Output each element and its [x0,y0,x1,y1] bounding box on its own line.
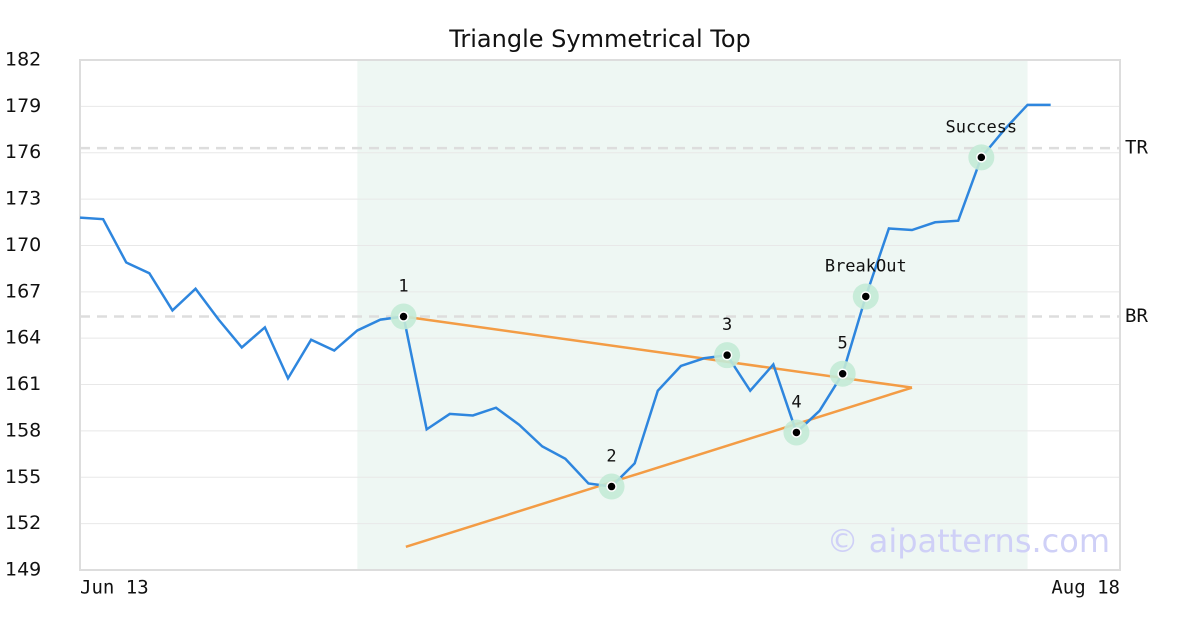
y-tick-label: 152 [5,512,41,534]
y-tick-label: 176 [5,141,41,163]
y-tick-label: 182 [5,49,41,71]
point-label: Success [946,117,1018,137]
y-tick-label: 149 [5,559,41,581]
point-label: 5 [838,334,848,354]
x-tick-label: Aug 18 [1051,577,1120,599]
y-tick-label: 164 [5,327,41,349]
point-dot [721,349,733,361]
y-tick-label: 170 [5,234,41,256]
price-line [79,103,1051,488]
y-tick-label: 155 [5,466,41,488]
pattern-range [357,60,1028,570]
point-label: 2 [606,447,616,467]
y-tick-label: 167 [5,280,41,302]
point-dot [791,427,802,438]
y-tick-label: 173 [5,188,41,210]
point-label: BreakOut [825,256,907,276]
y-tick-label: 161 [5,373,41,395]
level-label: BR [1125,305,1148,327]
trendline [403,315,913,389]
point-dot [398,311,409,322]
level-label: TR [1125,137,1148,159]
plot-frame [79,59,1121,571]
point-dot [837,368,848,379]
point-label: 3 [722,315,732,335]
point-label: 4 [791,392,801,412]
watermark: © aipatterns.com [827,522,1110,560]
x-tick-label: Jun 13 [80,577,149,599]
point-dot [606,481,617,492]
trendline [405,386,913,549]
y-tick-label: 158 [5,419,41,441]
y-tick-label: 179 [5,95,41,117]
point-label: 1 [398,277,408,297]
point-dot [976,152,987,163]
chart-title: Triangle Symmetrical Top [448,25,751,53]
point-dot [860,291,872,302]
